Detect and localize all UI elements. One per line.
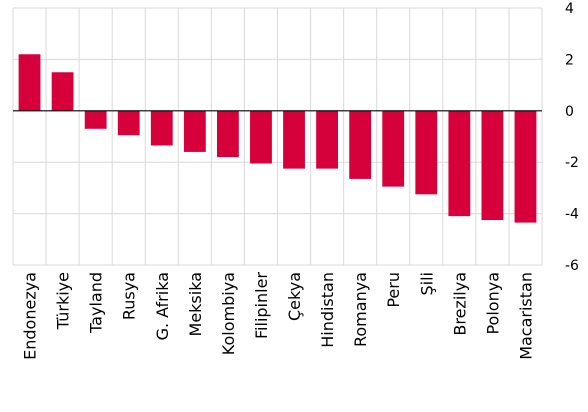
x-tick-label: Brezilya	[450, 272, 469, 336]
bar	[18, 54, 41, 111]
bar	[382, 110, 405, 187]
x-axis-labels: Endonezya Türkiye Tayland Rusya G. Afrika Mek…	[21, 272, 536, 360]
bar	[316, 110, 339, 169]
grid	[12, 7, 543, 266]
x-tick-label: Polonya	[483, 272, 502, 335]
x-tick-label: Çekya	[285, 272, 304, 321]
y-tick-label: -2	[565, 155, 579, 171]
x-tick-label: Hindistan	[318, 272, 337, 348]
bar	[349, 110, 372, 179]
x-tick-label: G. Afrika	[153, 272, 172, 340]
x-tick-label: Romanya	[351, 272, 370, 347]
bar	[514, 110, 537, 223]
y-axis-ticks: 4 2 0 -2 -4 -6	[565, 1, 579, 274]
y-tick-label: -4	[565, 207, 579, 223]
y-tick-label: 4	[565, 1, 574, 17]
x-tick-label: Rusya	[120, 272, 139, 320]
bar	[117, 110, 140, 136]
y-tick-label: -6	[565, 258, 579, 274]
x-tick-label: Endonezya	[21, 272, 40, 360]
bar	[51, 72, 74, 111]
x-tick-label: Tayland	[87, 272, 106, 334]
bar	[250, 110, 272, 164]
bar	[448, 110, 471, 217]
bar	[216, 110, 239, 158]
x-tick-label: Türkiye	[54, 272, 73, 330]
x-tick-label: Kolombiya	[219, 272, 238, 355]
x-tick-label: Macaristan	[516, 272, 535, 360]
x-tick-label: Meksika	[186, 272, 205, 336]
bar	[150, 110, 173, 146]
bar	[283, 110, 305, 169]
bar	[415, 110, 438, 195]
x-tick-label: Filipinler	[252, 272, 271, 339]
bar	[84, 110, 107, 129]
bar	[481, 110, 504, 221]
x-tick-label: Şili	[417, 272, 436, 296]
bars	[18, 54, 537, 223]
bar	[183, 110, 206, 152]
y-tick-label: 2	[565, 52, 574, 68]
x-tick-label: Peru	[384, 272, 403, 308]
y-tick-label: 0	[565, 104, 574, 120]
